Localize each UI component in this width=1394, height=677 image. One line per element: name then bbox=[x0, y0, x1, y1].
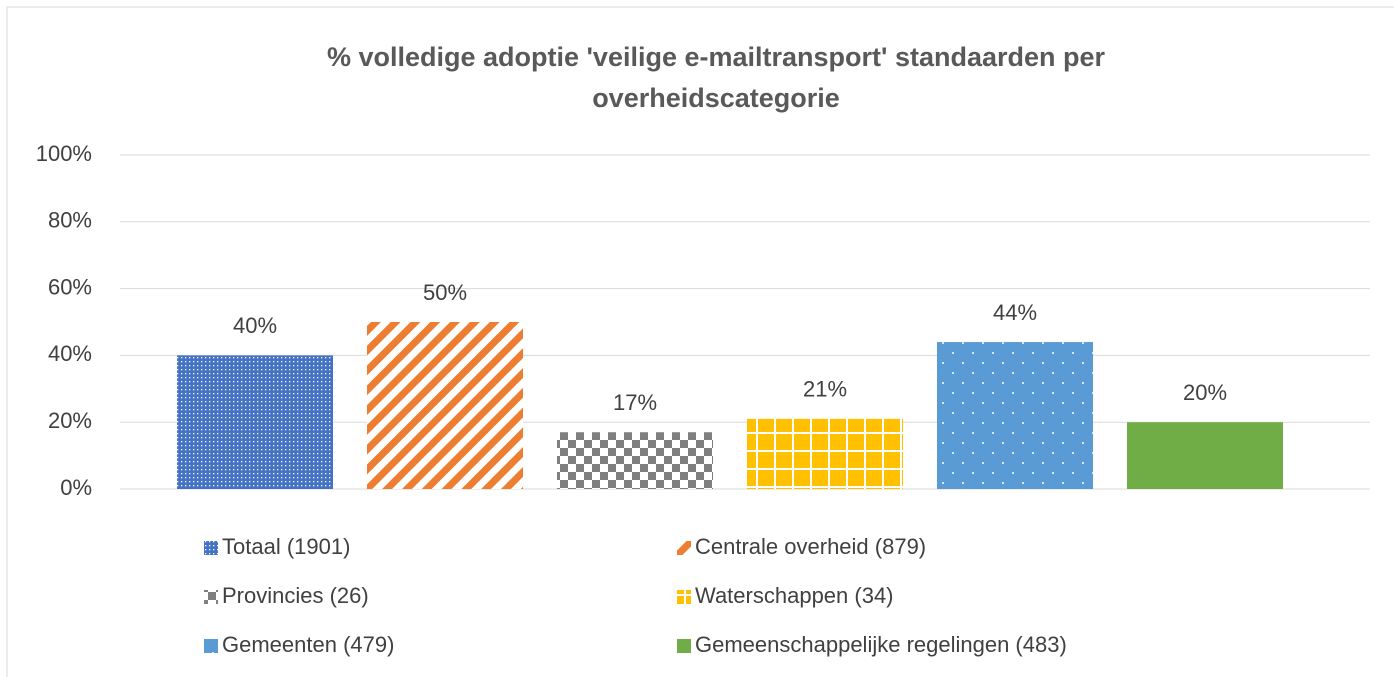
chart-title: overheidscategorie bbox=[592, 83, 840, 113]
legend-swatch bbox=[204, 590, 218, 604]
legend-swatch bbox=[204, 541, 218, 555]
bar bbox=[1127, 422, 1283, 489]
legend-label: Gemeenten (479) bbox=[222, 632, 394, 657]
bar bbox=[937, 342, 1093, 489]
data-label: 40% bbox=[233, 313, 277, 338]
y-tick-label: 0% bbox=[60, 475, 92, 500]
legend-swatch bbox=[204, 639, 218, 653]
legend-label: Gemeenschappelijke regelingen (483) bbox=[695, 632, 1067, 657]
legend-swatch bbox=[677, 541, 691, 555]
chart-title: % volledige adoptie 'veilige e-mailtrans… bbox=[327, 42, 1106, 72]
legend-label: Totaal (1901) bbox=[222, 534, 350, 559]
legend-label: Provincies (26) bbox=[222, 583, 369, 608]
legend-swatch bbox=[677, 639, 691, 653]
data-label: 50% bbox=[423, 280, 467, 305]
y-tick-label: 80% bbox=[48, 208, 92, 233]
legend-swatch bbox=[677, 590, 691, 604]
y-tick-label: 100% bbox=[36, 141, 92, 166]
bar bbox=[557, 432, 713, 489]
data-label: 21% bbox=[803, 377, 847, 402]
bar bbox=[747, 418, 903, 489]
y-tick-label: 60% bbox=[48, 274, 92, 299]
bar bbox=[177, 355, 333, 489]
y-tick-label: 20% bbox=[48, 408, 92, 433]
data-label: 44% bbox=[993, 300, 1037, 325]
bar bbox=[367, 322, 523, 489]
data-label: 20% bbox=[1183, 380, 1227, 405]
chart-frame bbox=[6, 6, 1394, 677]
data-label: 17% bbox=[613, 390, 657, 415]
legend-label: Waterschappen (34) bbox=[695, 583, 894, 608]
legend-label: Centrale overheid (879) bbox=[695, 534, 926, 559]
y-tick-label: 40% bbox=[48, 341, 92, 366]
